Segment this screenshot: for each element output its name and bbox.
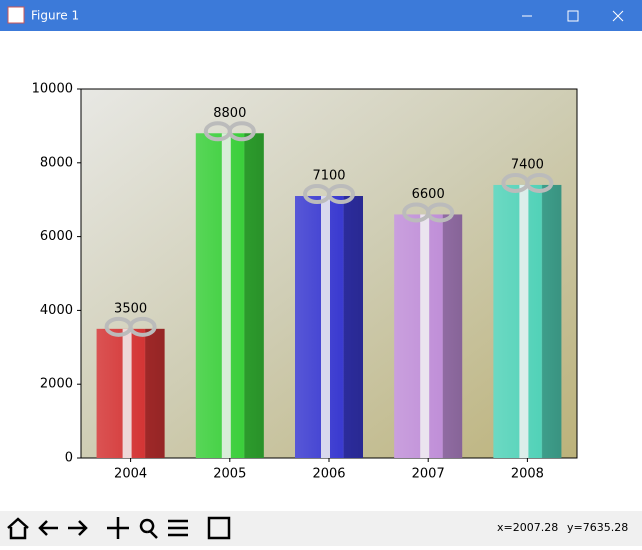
configure-button[interactable]: [168, 519, 188, 537]
maximize-button[interactable]: [567, 10, 579, 22]
bow: [128, 316, 157, 337]
bow: [327, 184, 355, 205]
app-icon: [7, 6, 25, 24]
y-tick-label: 8000: [40, 155, 73, 170]
value-label: 7100: [312, 169, 345, 184]
ribbon: [221, 133, 231, 458]
status-x: x=2007.28: [497, 521, 558, 534]
value-label: 6600: [412, 187, 445, 202]
home-button[interactable]: [7, 517, 29, 540]
y-tick-label: 10000: [32, 82, 73, 97]
x-tick-label: 2007: [412, 467, 445, 482]
value-label: 8800: [213, 106, 246, 121]
bow: [426, 202, 455, 223]
bow: [525, 172, 554, 193]
status-y: y=7635.28: [567, 521, 628, 534]
save-button[interactable]: [207, 516, 231, 540]
close-button[interactable]: [612, 10, 624, 22]
ribbon: [420, 214, 430, 458]
x-tick-label: 2005: [213, 467, 246, 482]
y-tick-label: 4000: [40, 303, 73, 318]
ribbon: [321, 196, 330, 458]
x-tick-label: 2008: [511, 467, 544, 482]
forward-button[interactable]: [68, 520, 88, 536]
ribbon: [519, 184, 529, 458]
zoom-button[interactable]: [139, 518, 158, 539]
y-tick-label: 6000: [40, 229, 73, 244]
bow: [227, 121, 256, 142]
back-button[interactable]: [38, 520, 58, 536]
y-tick-label: 2000: [40, 377, 73, 392]
x-tick-label: 2004: [114, 467, 147, 482]
value-label: 7400: [511, 157, 544, 172]
x-tick-label: 2006: [312, 467, 345, 482]
ribbon: [122, 328, 132, 458]
value-label: 3500: [114, 301, 147, 316]
pan-button[interactable]: [107, 517, 129, 539]
title-bar: [0, 0, 642, 31]
y-tick-label: 0: [65, 451, 73, 466]
window-title: Figure 1: [31, 9, 79, 23]
